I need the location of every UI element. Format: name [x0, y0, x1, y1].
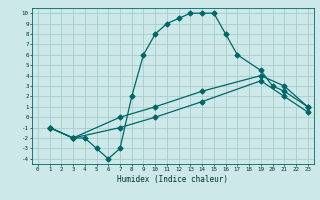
- X-axis label: Humidex (Indice chaleur): Humidex (Indice chaleur): [117, 175, 228, 184]
